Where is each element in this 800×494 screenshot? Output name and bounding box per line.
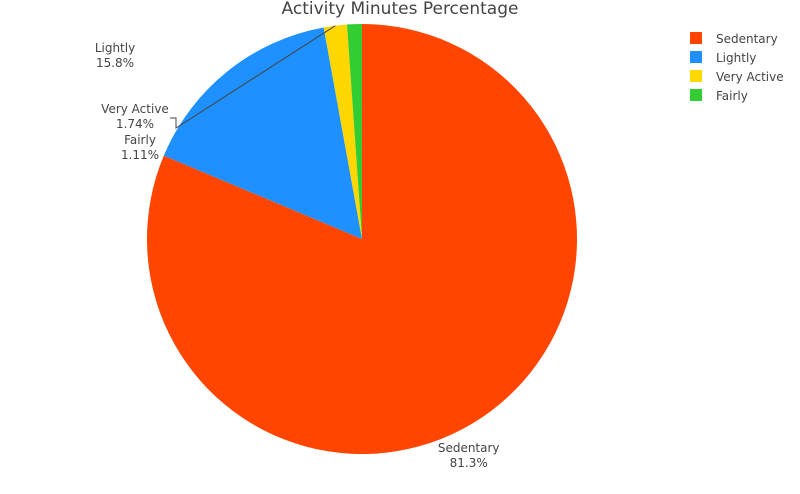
slice-labels: Sedentary 81.3% Lightly 15.8% Very Active 1.7… (95, 25, 500, 470)
slice-label-very-active: Very Active 1.74% (101, 102, 169, 131)
legend-label-very-active: Very Active (716, 70, 784, 84)
legend[interactable]: Sedentary Lightly Very Active Fairly (690, 32, 784, 103)
legend-swatch-fairly (690, 89, 702, 101)
legend-label-fairly: Fairly (716, 89, 748, 103)
slices-layer (146, 24, 577, 454)
slice-label-sedentary: Sedentary 81.3% (438, 441, 500, 470)
pie-slice-very-active[interactable] (323, 24, 362, 239)
legend-item-lightly[interactable]: Lightly (690, 51, 756, 65)
legend-label-sedentary: Sedentary (716, 32, 778, 46)
legend-swatch-very-active (690, 70, 702, 82)
slice-label-lightly: Lightly 15.8% (95, 41, 135, 70)
legend-swatch-lightly (690, 51, 702, 63)
slice-label-fairly: Fairly 1.11% (121, 133, 159, 162)
legend-item-very-active[interactable]: Very Active (690, 70, 784, 84)
label-connector-very-active (170, 25, 336, 129)
pie-slice-lightly[interactable] (163, 27, 362, 240)
legend-swatch-sedentary (690, 32, 702, 44)
legend-label-lightly: Lightly (716, 51, 756, 65)
pie-slice-fairly[interactable] (347, 24, 362, 239)
legend-item-fairly[interactable]: Fairly (690, 89, 748, 103)
chart-title: Activity Minutes Percentage (282, 0, 519, 19)
legend-item-sedentary[interactable]: Sedentary (690, 32, 778, 46)
